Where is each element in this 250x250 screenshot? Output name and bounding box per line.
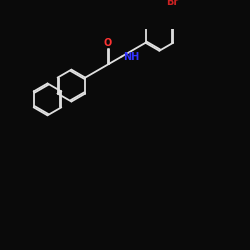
Text: O: O [104,38,112,48]
Text: Br: Br [166,0,179,7]
Text: NH: NH [123,52,140,62]
